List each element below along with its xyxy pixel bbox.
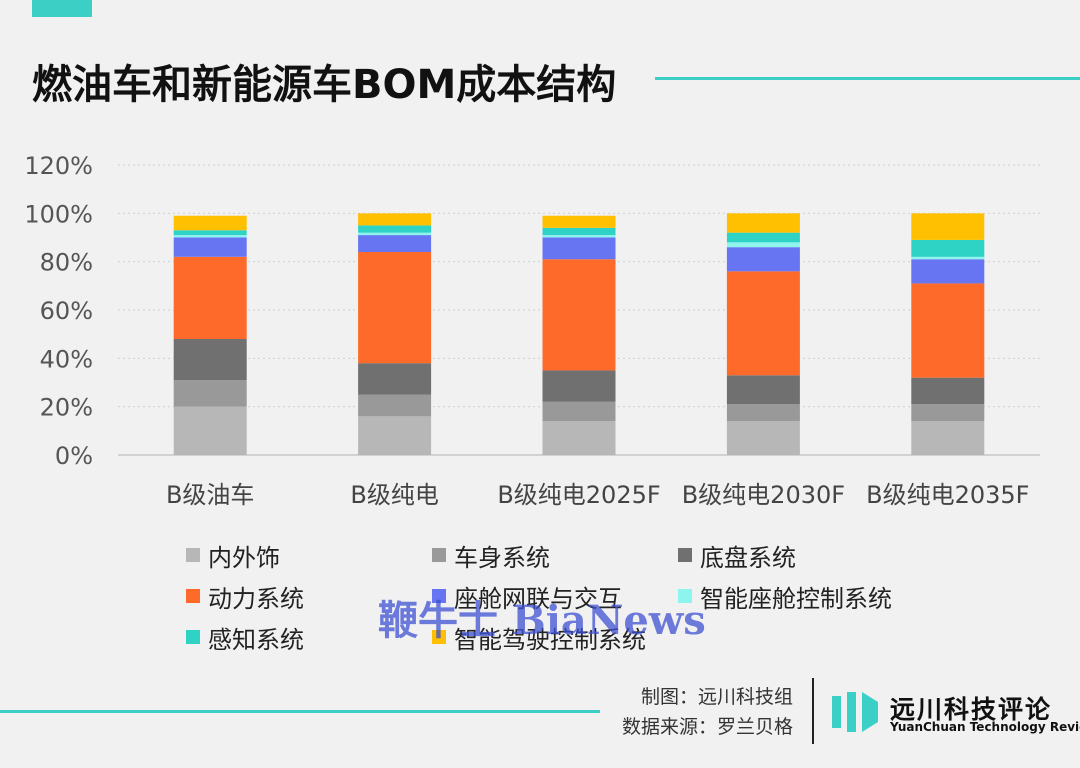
logo-mark-icon (832, 692, 878, 732)
legend-swatch (678, 548, 692, 562)
bar-segment (726, 213, 800, 233)
bar-segment (542, 215, 616, 228)
legend-swatch (432, 548, 446, 562)
legend-label: 车身系统 (454, 543, 550, 572)
legend-swatch (186, 589, 200, 603)
y-tick-label: 120% (24, 152, 93, 180)
credit-source: 数据来源：罗兰贝格 (621, 716, 793, 738)
bar-segment (911, 213, 985, 240)
legend-item: 车身系统 (432, 540, 550, 572)
watermark-text: 鞭牛士 BiaNews (378, 597, 706, 644)
stacked-bar-chart: 0% 20% 40% 60% 80% 100% 120% B级油车 B级纯电 B级纯电2025F B… (24, 152, 1040, 509)
legend-label: 底盘系统 (700, 543, 796, 572)
bar-segment (542, 370, 616, 402)
legend-item: 感知系统 (186, 622, 304, 654)
bar-segment (173, 339, 247, 381)
legend-item: 智能座舱控制系统 (678, 581, 892, 613)
credit-divider (812, 678, 814, 744)
bar-segment (542, 421, 616, 455)
legend-label: 感知系统 (208, 625, 304, 654)
bar-segment (726, 247, 800, 272)
bar-segment (358, 213, 432, 226)
legend-item: 内外饰 (186, 540, 280, 572)
x-tick-label: B级油车 (166, 481, 254, 509)
legend-label: 内外饰 (208, 543, 280, 572)
bar-segment (173, 256, 247, 339)
bar-segment (542, 235, 616, 238)
bar-segment (726, 404, 800, 422)
logo-name-en: YuanChuan Technology Review (890, 720, 1080, 734)
bar-segment (726, 242, 800, 248)
legend-swatch (186, 548, 200, 562)
bar-segment (911, 404, 985, 422)
bar-segment (173, 235, 247, 238)
bar-segment (911, 239, 985, 257)
bar-segment (173, 237, 247, 257)
chart-title: 燃油车和新能源车BOM成本结构 (32, 62, 617, 108)
bar-segment (173, 230, 247, 236)
x-tick-label: B级纯电2035F (866, 481, 1029, 509)
credit-maker: 制图：远川科技组 (640, 686, 793, 708)
bar-segment (542, 401, 616, 422)
y-tick-label: 80% (40, 249, 93, 277)
bar-segment (173, 406, 247, 455)
bar-segment (358, 252, 432, 364)
bar-segment (358, 416, 432, 455)
y-tick-label: 100% (24, 200, 93, 228)
x-tick-label: B级纯电2025F (497, 481, 660, 509)
bar-segment (358, 363, 432, 395)
bottom-rule (0, 710, 600, 713)
y-tick-label: 40% (40, 345, 93, 373)
bar-segment (726, 271, 800, 376)
legend-item: 智能驾驶控制系统 (432, 622, 646, 654)
bar-segment (358, 225, 432, 233)
bar-segment (173, 380, 247, 407)
y-tick-label: 20% (40, 394, 93, 422)
y-tick-label: 60% (40, 297, 93, 325)
bar-segment (358, 394, 432, 417)
bar-segment (726, 421, 800, 455)
y-tick-label: 0% (55, 442, 93, 470)
title-rule (655, 77, 1080, 80)
bar-segment (911, 377, 985, 405)
bar-segment (358, 235, 432, 252)
credit-block: 制图：远川科技组 数据来源：罗兰贝格 (622, 682, 793, 742)
legend-label: 座舱网联与交互 (454, 584, 622, 613)
bar-segment (911, 259, 985, 284)
bar-segment (173, 215, 247, 231)
legend-swatch (432, 630, 446, 644)
legend-swatch (678, 589, 692, 603)
legend-label: 动力系统 (208, 584, 304, 613)
legend-item: 座舱网联与交互 (432, 581, 622, 613)
legend-item: 底盘系统 (678, 540, 796, 572)
bar-segment (726, 232, 800, 243)
legend-item: 动力系统 (186, 581, 304, 613)
bar-segment (542, 227, 616, 236)
x-tick-label: B级纯电2030F (682, 481, 845, 509)
bar-segment (542, 237, 616, 260)
legend-label: 智能座舱控制系统 (700, 584, 892, 613)
bar-segment (726, 375, 800, 405)
bar-segment (911, 421, 985, 455)
top-accent-bar (32, 0, 92, 17)
x-tick-label: B级纯电 (350, 481, 438, 509)
legend-swatch (432, 589, 446, 603)
bar-segment (911, 283, 985, 378)
legend-label: 智能驾驶控制系统 (454, 625, 646, 654)
chart-legend: 内外饰 车身系统 底盘系统动力系统 座舱网联与交互 智能座舱控制系统感知系统 智能驾驶控制… (0, 530, 1080, 660)
bar-segment (542, 259, 616, 371)
bar-segment (358, 232, 432, 236)
logo-name-cn: 远川科技评论 (890, 695, 1053, 724)
legend-swatch (186, 630, 200, 644)
bar-segment (911, 256, 985, 260)
